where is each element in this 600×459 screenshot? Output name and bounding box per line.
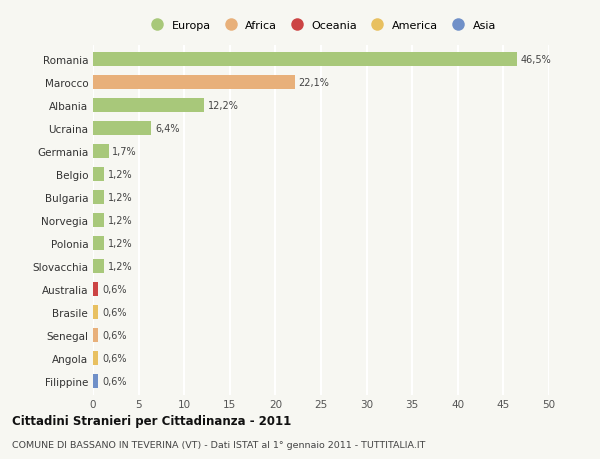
Bar bbox=[93, 190, 104, 204]
Text: 1,2%: 1,2% bbox=[107, 238, 132, 248]
Bar bbox=[93, 99, 204, 112]
Text: 12,2%: 12,2% bbox=[208, 101, 239, 111]
Text: 0,6%: 0,6% bbox=[102, 284, 127, 294]
Bar bbox=[93, 282, 98, 296]
Text: 1,2%: 1,2% bbox=[107, 169, 132, 179]
Bar bbox=[93, 374, 98, 388]
Bar bbox=[93, 305, 98, 319]
Text: 0,6%: 0,6% bbox=[102, 353, 127, 363]
Bar bbox=[93, 145, 109, 158]
Bar bbox=[93, 53, 517, 67]
Text: COMUNE DI BASSANO IN TEVERINA (VT) - Dati ISTAT al 1° gennaio 2011 - TUTTITALIA.: COMUNE DI BASSANO IN TEVERINA (VT) - Dat… bbox=[12, 441, 425, 449]
Text: 1,7%: 1,7% bbox=[112, 146, 137, 157]
Text: 22,1%: 22,1% bbox=[298, 78, 329, 88]
Bar bbox=[93, 122, 151, 135]
Bar bbox=[93, 351, 98, 365]
Legend: Europa, Africa, Oceania, America, Asia: Europa, Africa, Oceania, America, Asia bbox=[144, 19, 498, 34]
Bar bbox=[93, 236, 104, 250]
Bar bbox=[93, 259, 104, 273]
Text: 1,2%: 1,2% bbox=[107, 192, 132, 202]
Text: 0,6%: 0,6% bbox=[102, 330, 127, 340]
Text: 46,5%: 46,5% bbox=[521, 55, 551, 65]
Text: 0,6%: 0,6% bbox=[102, 376, 127, 386]
Bar bbox=[93, 328, 98, 342]
Text: 1,2%: 1,2% bbox=[107, 215, 132, 225]
Text: Cittadini Stranieri per Cittadinanza - 2011: Cittadini Stranieri per Cittadinanza - 2… bbox=[12, 414, 291, 428]
Text: 6,4%: 6,4% bbox=[155, 123, 179, 134]
Bar bbox=[93, 168, 104, 181]
Bar bbox=[93, 76, 295, 90]
Bar bbox=[93, 213, 104, 227]
Text: 1,2%: 1,2% bbox=[107, 261, 132, 271]
Text: 0,6%: 0,6% bbox=[102, 307, 127, 317]
